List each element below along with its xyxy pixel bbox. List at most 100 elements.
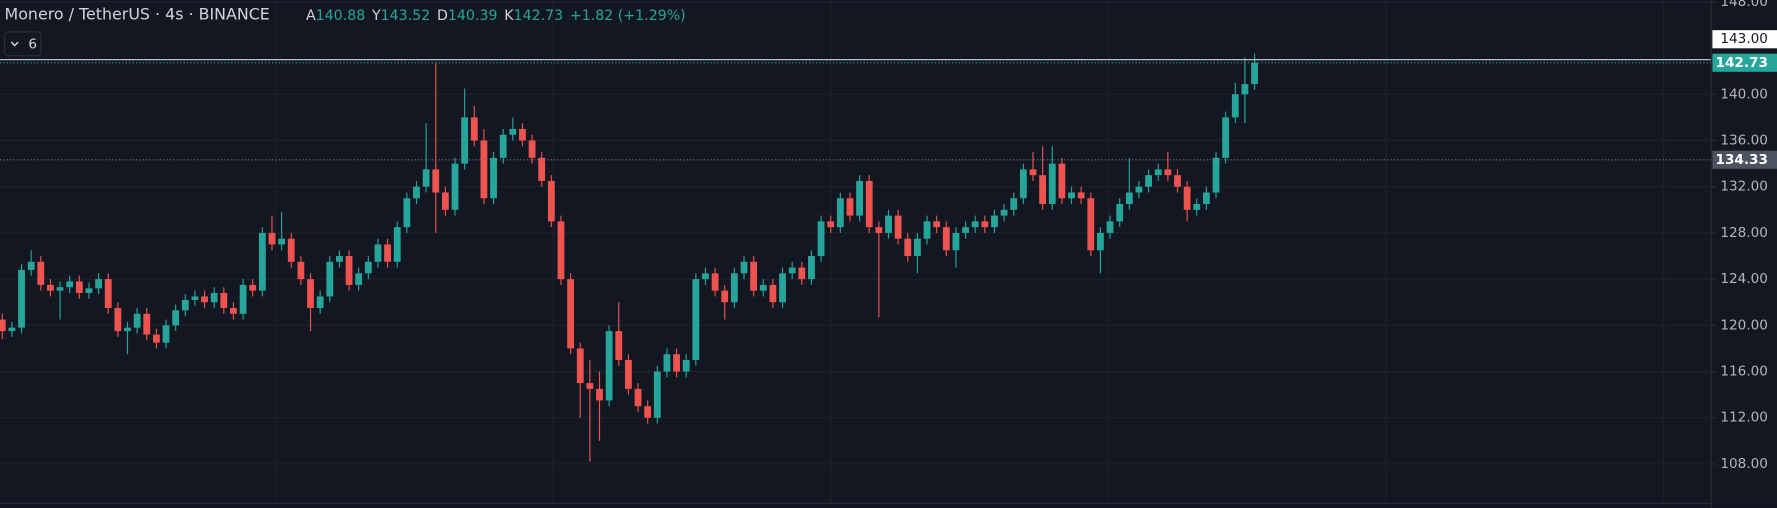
ohlc-value: 142.73 [514,8,564,24]
candle-body [297,261,305,280]
candle-body [230,308,237,314]
candle-body [991,215,998,228]
candle-body [364,261,372,274]
candle-body [172,310,180,326]
candle-body [1164,169,1172,176]
candle-body [962,227,969,233]
candle-body [249,284,257,291]
candle-body [1202,192,1210,205]
candle-body [355,273,363,285]
candle-body [1068,192,1075,199]
candle-body [133,313,141,328]
candle-body [278,238,286,245]
candle-body [567,279,575,349]
candle-body [37,261,45,285]
candle-body [904,238,912,257]
candle-body [27,261,35,270]
indicator-count: 6 [28,36,37,52]
candle-body [827,221,835,228]
candle-body [625,359,632,389]
candle-body [384,244,391,262]
candle-body [673,354,680,372]
marker-price-label: 134.33 [1716,152,1768,168]
candle-body [846,198,854,216]
header: Monero / TetherUS · 4s · BINANCE A140.88… [3,4,686,57]
candle-body [220,292,228,309]
candle-body [856,180,864,216]
y-tick-label: 140.00 [1720,86,1768,102]
candle-body [865,180,873,228]
candle-body [1251,62,1258,85]
crosshair-box [1712,30,1777,49]
ohlc-key: A [306,8,316,24]
candle-body [605,331,613,401]
candle-body [528,140,536,158]
candle-body [1010,198,1018,210]
candle-body [210,292,218,303]
candle-body [1145,175,1152,187]
candle-body [1212,157,1220,193]
candle-body [885,215,892,233]
candle-body [933,221,941,228]
candle-body [663,354,671,372]
y-tick-label: 148.00 [1720,0,1768,10]
candle-body [682,359,690,372]
candles-layer [0,53,1712,462]
ohlc-key: D [437,8,448,24]
candle-body [1019,169,1027,199]
change: +1.82 (+1.29%) [570,8,686,24]
ohlc-key: K [504,8,514,24]
grid-layer [0,0,1712,504]
candle-body [740,261,748,274]
candle-body [769,284,777,303]
candle-body [1048,163,1056,205]
candle-body [336,256,343,262]
candle-body [759,284,767,291]
last-price-label: 142.73 [1716,55,1768,71]
candle-body [538,157,546,181]
candle-body [1106,221,1114,233]
candle-body [1135,186,1143,193]
candle-body [1077,192,1085,199]
candle-body [152,334,160,343]
candle-body [1097,232,1104,251]
y-tick-label: 108.00 [1720,456,1768,472]
candle-body [345,256,353,285]
candle-body [576,348,584,384]
candle-body [702,273,709,280]
candle-body [18,269,25,328]
candle-body [808,256,815,280]
candle-body [124,327,131,332]
y-tick-label: 132.00 [1720,179,1768,195]
candle-body [287,238,295,262]
candle-body [75,281,83,293]
candle-body [1231,94,1239,118]
candle-body [730,273,738,303]
indicator-toggle[interactable] [3,31,42,57]
candle-body [942,227,950,251]
candle-body [1193,204,1201,210]
candle-body [519,128,526,141]
candle-body [586,383,594,389]
candle-body [779,273,786,303]
last-price-box [1712,53,1777,72]
ohlc-key: Y [371,8,381,24]
candle-body [644,406,652,418]
y-tick-label: 112.00 [1720,410,1768,426]
candle-body [307,279,314,309]
candle-body [913,238,921,257]
candle-body [596,388,603,401]
candle-body [114,308,122,332]
ohlc-value: 143.52 [381,8,431,24]
candle-body [875,227,883,233]
candle-body [480,140,488,199]
candle-body [798,267,806,280]
candle-body [258,232,266,291]
candle-body [721,290,729,303]
price-axis: 108.00 112.00 116.00 120.00 124.00 128.00 132.… [1711,0,1777,472]
candle-body [8,327,16,332]
y-tick-label: 124.00 [1720,271,1768,287]
candle-body [634,388,642,407]
candle-body [923,221,931,239]
